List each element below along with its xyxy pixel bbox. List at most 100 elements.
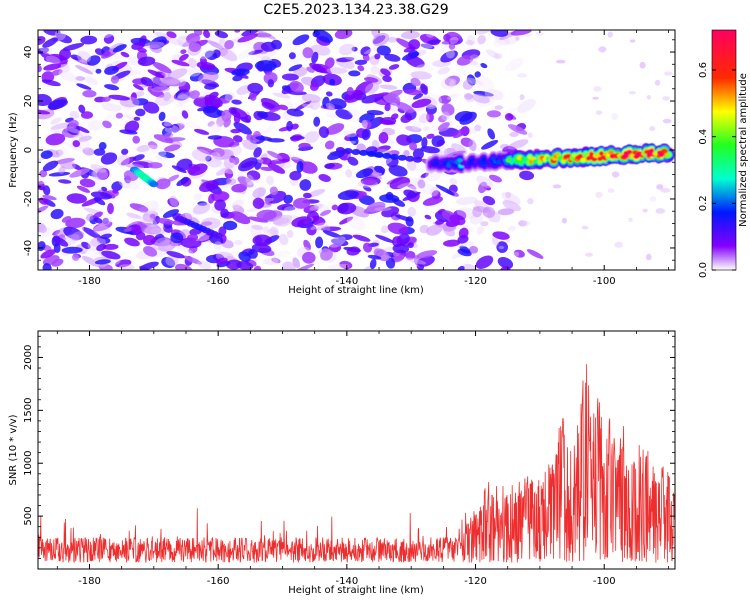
- heatmap-cell: [357, 65, 365, 72]
- heatmap-cell: [97, 30, 115, 39]
- heatmap-cell: [164, 144, 181, 152]
- colorbar-tick-label: 0.6: [698, 62, 709, 78]
- heatmap-cell: [459, 111, 477, 125]
- heatmap-cell: [230, 211, 251, 225]
- heatmap-cell: [247, 82, 264, 94]
- heatmap-cell: [103, 111, 119, 122]
- heatmap-cell: [102, 217, 109, 225]
- heatmap-cell: [421, 137, 428, 149]
- heatmap-cell: [448, 78, 457, 89]
- heatmap-cell: [654, 79, 661, 86]
- heatmap-cell: [380, 225, 389, 234]
- heatmap-cell: [404, 89, 422, 96]
- heatmap-cell: [140, 216, 158, 227]
- heatmap-cell: [662, 118, 672, 124]
- heatmap-cell: [426, 112, 434, 123]
- heatmap-cell: [119, 129, 138, 135]
- heatmap-cell: [69, 110, 80, 119]
- heatmap-cell: [293, 197, 311, 209]
- heatmap-cell: [51, 69, 63, 76]
- heatmap-cell: [462, 263, 477, 270]
- heatmap-cell: [161, 121, 173, 129]
- heatmap-cell: [301, 93, 321, 103]
- heatmap-cell: [176, 177, 190, 187]
- heatmap-cell: [157, 239, 176, 252]
- heatmap-cell: [273, 217, 291, 227]
- heatmap-cell: [50, 127, 63, 134]
- heatmap-cell: [372, 92, 389, 98]
- heatmap-cell: [379, 194, 400, 203]
- heatmap-cell: [47, 53, 68, 65]
- heatmap-cell: [207, 135, 223, 140]
- heatmap-cell: [171, 59, 190, 67]
- heatmap-cell: [505, 57, 524, 72]
- heatmap-cell: [365, 82, 380, 94]
- heatmap-cell: [419, 42, 433, 49]
- heatmap-cell: [184, 210, 195, 220]
- heatmap-signal-cell: [527, 155, 533, 160]
- heatmap-cell: [260, 166, 273, 172]
- heatmap-cell: [40, 150, 53, 159]
- colorbar: 0.0 0.2 0.4 0.6 Normalized spectral amplitu…: [698, 29, 749, 278]
- heatmap-cell: [407, 50, 419, 59]
- y-tick-label: 40: [23, 46, 34, 59]
- heatmap-cell: [607, 188, 615, 193]
- heatmap-cell: [384, 103, 391, 112]
- heatmap-cell: [431, 135, 445, 148]
- heatmap-cell: [38, 36, 46, 46]
- heatmap-cell: [85, 213, 94, 221]
- heatmap-cell: [253, 147, 262, 158]
- heatmap-cell: [38, 93, 52, 107]
- colorbar-tick-label: 0.2: [698, 195, 709, 211]
- heatmap-cell: [90, 164, 107, 173]
- heatmap-cell: [443, 239, 461, 247]
- heatmap-cell: [320, 248, 333, 261]
- heatmap-cell: [140, 76, 154, 87]
- heatmap-cell: [418, 113, 430, 124]
- heatmap-cell: [426, 224, 443, 236]
- heatmap-cell: [75, 76, 85, 81]
- heatmap-cell: [90, 191, 112, 200]
- x-tick-label: -140: [335, 576, 358, 587]
- heatmap-cell: [62, 42, 85, 51]
- x-tick-label: -140: [335, 276, 358, 287]
- heatmap-signal-cell: [537, 159, 542, 165]
- heatmap-cell: [507, 139, 529, 150]
- heatmap-cell: [249, 91, 257, 101]
- heatmap-cell: [310, 222, 326, 230]
- heatmap-cell: [76, 83, 92, 90]
- heatmap-cell: [309, 82, 319, 91]
- heatmap-cell: [96, 167, 110, 180]
- heatmap-cell: [505, 113, 514, 121]
- heatmap-cell: [147, 69, 165, 79]
- heatmap-cell: [214, 199, 226, 211]
- heatmap-cell: [80, 35, 98, 45]
- heatmap-cell: [121, 148, 129, 155]
- heatmap-cell: [246, 170, 261, 181]
- heatmap-cell: [191, 149, 211, 162]
- heatmap-cell: [288, 64, 303, 72]
- heatmap-cell: [434, 121, 453, 132]
- heatmap-cell: [120, 51, 130, 58]
- heatmap-cell: [260, 97, 281, 110]
- heatmap-cell: [304, 131, 320, 143]
- heatmap-cell: [347, 156, 359, 166]
- heatmap-cell: [607, 31, 614, 38]
- heatmap-cell: [137, 56, 156, 67]
- heatmap-cell: [324, 57, 335, 69]
- heatmap-cell: [337, 190, 359, 201]
- heatmap-cell: [81, 241, 91, 250]
- heatmap-cell: [40, 45, 53, 55]
- heatmap-cell: [199, 180, 219, 192]
- heatmap-signal-cell: [632, 150, 638, 155]
- heatmap-cell: [504, 34, 518, 45]
- heatmap-cell: [346, 87, 354, 96]
- heatmap-cell: [362, 242, 373, 253]
- heatmap-cell: [144, 223, 165, 237]
- heatmap-cell: [441, 111, 450, 121]
- heatmap-cell: [281, 85, 292, 92]
- heatmap-cell: [93, 197, 106, 206]
- heatmap-cell: [628, 91, 636, 95]
- heatmap-cell: [156, 217, 174, 225]
- heatmap-cell: [387, 222, 409, 235]
